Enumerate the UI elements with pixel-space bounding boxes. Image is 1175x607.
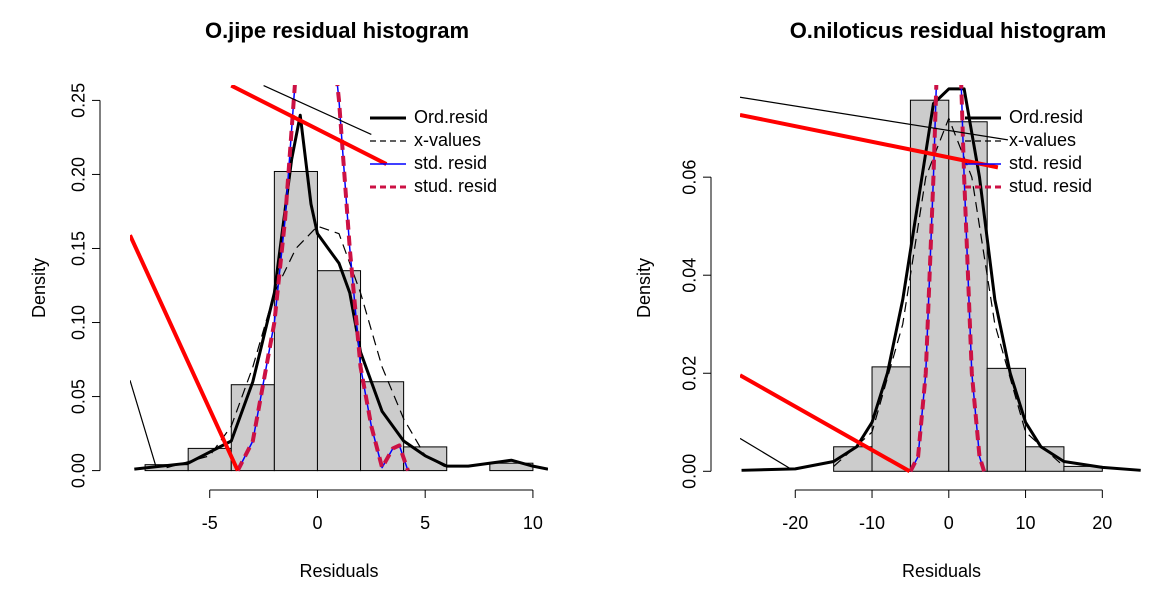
x-tick-label: -10 <box>859 513 885 533</box>
y-tick-label: 0.20 <box>69 157 89 192</box>
x-tick-label: 0 <box>944 513 954 533</box>
density-line <box>235 85 410 472</box>
bar <box>871 366 911 472</box>
density-line <box>130 85 372 467</box>
x-tick-label: 10 <box>523 513 543 533</box>
density-line <box>166 225 448 469</box>
y-tick-label: 0.06 <box>680 160 700 195</box>
plot-area <box>130 85 548 472</box>
chart-title: O.niloticus residual histogram <box>790 18 1107 43</box>
y-tick-label: 0.05 <box>69 379 89 414</box>
x-tick-label: 10 <box>1016 513 1036 533</box>
density-line <box>908 85 987 473</box>
x-tick-label: -20 <box>782 513 808 533</box>
bar <box>273 170 318 472</box>
x-tick-label: 5 <box>420 513 430 533</box>
y-tick-label: 0.00 <box>69 453 89 488</box>
y-axis-label: Density <box>634 258 654 318</box>
bar <box>403 446 448 472</box>
y-tick-label: 0.00 <box>680 454 700 489</box>
x-tick-label: 0 <box>312 513 322 533</box>
legend-label: Ord.resid <box>414 107 488 127</box>
x-axis-label: Residuals <box>299 561 378 581</box>
y-axis-label: Density <box>29 258 49 318</box>
y-tick-label: 0.04 <box>680 258 700 293</box>
chart-title: O.jipe residual histogram <box>205 18 469 43</box>
density-line <box>741 87 1141 472</box>
legend-label: stud. resid <box>414 176 497 196</box>
density-line <box>134 113 548 471</box>
x-axis-label: Residuals <box>902 561 981 581</box>
bar <box>986 367 1027 472</box>
density-line <box>740 96 1008 469</box>
y-tick-label: 0.25 <box>69 83 89 118</box>
density-line <box>130 85 388 472</box>
y-tick-label: 0.15 <box>69 231 89 266</box>
x-tick-label: 20 <box>1092 513 1112 533</box>
legend-label: stud. resid <box>1009 176 1092 196</box>
y-tick-label: 0.10 <box>69 305 89 340</box>
y-tick-label: 0.02 <box>680 356 700 391</box>
legend-label: Ord.resid <box>1009 107 1083 127</box>
density-line <box>740 112 999 474</box>
bar <box>948 121 988 472</box>
legend-label: std. resid <box>414 153 487 173</box>
bar <box>230 384 275 472</box>
x-tick-label: -5 <box>202 513 218 533</box>
legend-label: std. resid <box>1009 153 1082 173</box>
legend-label: x-values <box>1009 130 1076 150</box>
plot-area <box>740 85 1141 474</box>
density-line <box>833 117 1065 467</box>
legend-label: x-values <box>414 130 481 150</box>
